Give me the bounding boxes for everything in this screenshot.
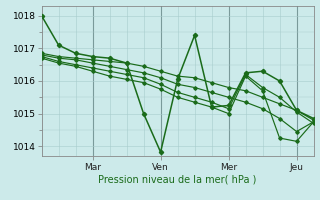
X-axis label: Pression niveau de la mer( hPa ): Pression niveau de la mer( hPa )	[99, 175, 257, 185]
